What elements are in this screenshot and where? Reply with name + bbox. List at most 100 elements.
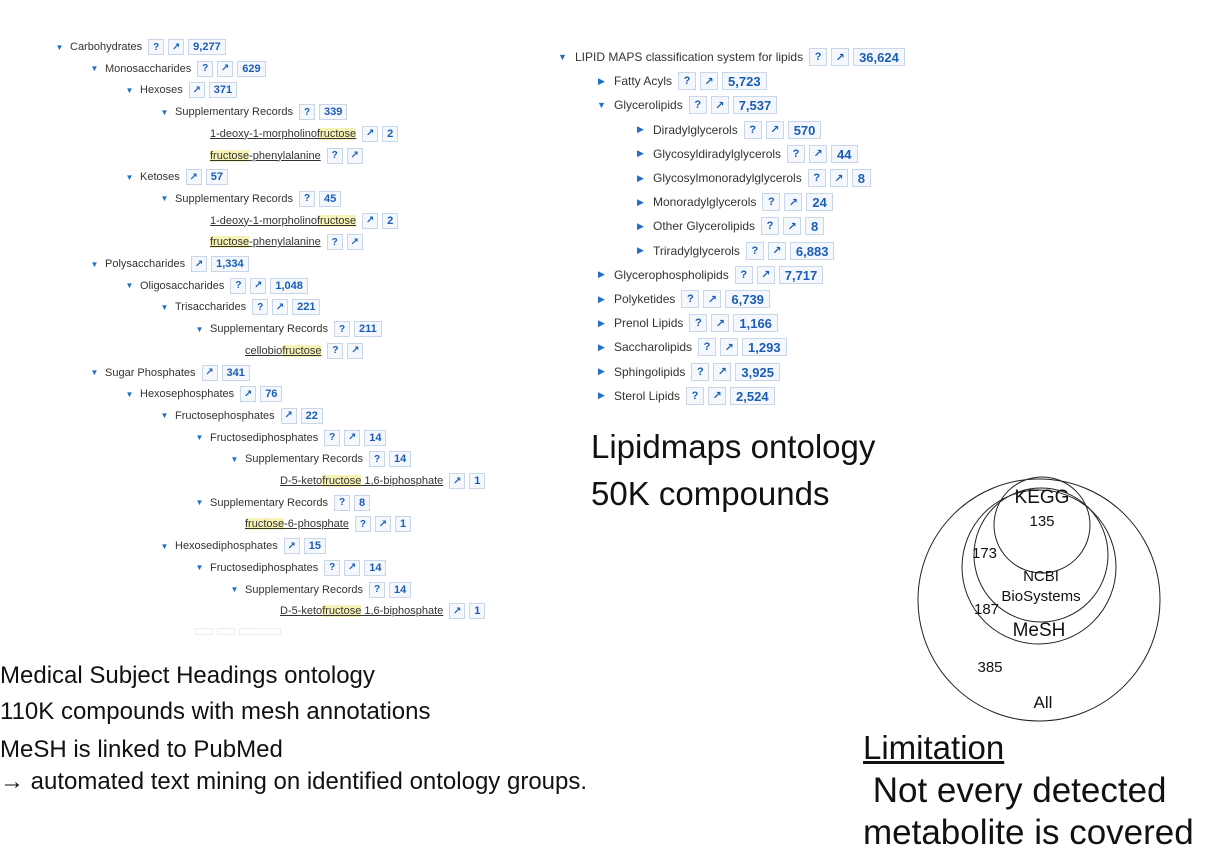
tree-node[interactable]: ▼ Hexoses ↗ 371 — [125, 80, 238, 100]
external-link-icon[interactable]: ↗ — [829, 169, 848, 187]
external-link-icon[interactable]: ↗ — [344, 559, 361, 576]
compound-count-badge[interactable]: 14 — [389, 581, 412, 598]
compound-count-badge[interactable]: 7,717 — [778, 265, 824, 284]
tree-node[interactable]: ▶ Sphingolipids? ↗ 3,925 — [597, 361, 780, 383]
help-icon[interactable]: ? — [787, 144, 806, 163]
compound-count-badge[interactable]: 2 — [382, 212, 399, 229]
tree-node[interactable]: ▼ Trisaccharides? ↗ 221 — [160, 297, 321, 317]
external-link-icon[interactable]: ↗ — [347, 342, 364, 359]
tree-node[interactable]: ▶ Saccharolipids? ↗ 1,293 — [597, 336, 787, 358]
chevron-down-icon[interactable]: ▼ — [55, 42, 64, 52]
compound-count-badge[interactable]: 211 — [354, 321, 382, 338]
tree-node[interactable]: ▼ LIPID MAPS classification system for li… — [558, 46, 905, 68]
compound-link[interactable]: 1-deoxy-1-morpholinofructose — [210, 127, 357, 140]
external-link-icon[interactable]: ↗ — [710, 96, 729, 115]
help-icon[interactable]: ? — [745, 241, 764, 260]
tree-node[interactable]: ▼ Supplementary Records? 45 — [160, 189, 342, 209]
external-link-icon[interactable]: ↗ — [346, 234, 363, 251]
chevron-right-icon[interactable]: ▶ — [637, 124, 644, 135]
chevron-down-icon[interactable]: ▼ — [230, 585, 239, 594]
external-link-icon[interactable]: ↗ — [711, 314, 730, 333]
chevron-down-icon[interactable]: ▼ — [160, 541, 169, 551]
help-icon[interactable]: ? — [324, 429, 341, 446]
chevron-down-icon[interactable]: ▼ — [195, 563, 204, 573]
help-icon[interactable]: ? — [369, 581, 386, 598]
external-link-icon[interactable]: ↗ — [765, 120, 784, 139]
chevron-right-icon[interactable]: ▶ — [637, 172, 644, 183]
external-link-icon[interactable]: ↗ — [374, 516, 391, 533]
tree-node[interactable]: ▼ Supplementary Records? 8 — [195, 493, 371, 513]
compound-count-badge[interactable]: 8 — [851, 169, 871, 187]
compound-count-badge[interactable]: 341 — [221, 364, 250, 381]
help-icon[interactable]: ? — [734, 265, 753, 284]
external-link-icon[interactable]: ↗ — [720, 338, 739, 357]
compound-link[interactable]: fructose-phenylalanine — [210, 236, 321, 249]
compound-count-badge[interactable]: 1 — [469, 473, 486, 489]
compound-link[interactable]: D-5-ketofructose 1,6-biphosphate — [280, 605, 443, 618]
compound-count-badge[interactable]: 14 — [389, 451, 412, 468]
compound-link[interactable]: D-5-ketofructose 1,6-biphosphate — [280, 475, 443, 487]
tree-node[interactable]: ▼ Glycerolipids? ↗ 7,537 — [597, 94, 778, 116]
compound-count-badge[interactable]: 629 — [237, 60, 266, 77]
external-link-icon[interactable]: ↗ — [283, 538, 300, 555]
help-icon[interactable]: ? — [324, 559, 341, 576]
help-icon[interactable]: ? — [688, 96, 707, 115]
help-icon[interactable]: ? — [326, 147, 343, 164]
compound-count-badge[interactable]: 371 — [208, 82, 238, 99]
tree-node[interactable]: ▶ Fatty Acyls? ↗ 5,723 — [597, 70, 767, 92]
external-link-icon[interactable]: ↗ — [767, 241, 786, 260]
external-link-icon[interactable]: ↗ — [201, 364, 218, 381]
chevron-right-icon[interactable]: ▶ — [598, 341, 605, 352]
compound-count-badge[interactable]: 339 — [319, 104, 348, 121]
tree-node[interactable]: 1-deoxy-1-morpholinofructose ↗ 2 — [195, 211, 399, 231]
chevron-right-icon[interactable]: ▶ — [637, 245, 644, 256]
chevron-down-icon[interactable]: ▼ — [90, 64, 99, 74]
compound-count-badge[interactable]: 9,277 — [188, 39, 226, 55]
help-icon[interactable]: ? — [743, 120, 762, 139]
compound-count-badge[interactable]: 1,293 — [742, 338, 787, 357]
help-icon[interactable]: ? — [686, 386, 705, 405]
help-icon[interactable]: ? — [698, 338, 717, 357]
compound-count-badge[interactable]: 8 — [805, 217, 825, 236]
compound-link[interactable]: fructose-6-phosphate — [245, 518, 349, 531]
tree-node[interactable]: fructose-phenylalanine? ↗ — [195, 232, 367, 252]
chevron-down-icon[interactable]: ▼ — [160, 411, 169, 421]
compound-count-badge[interactable]: 1,048 — [270, 277, 308, 294]
compound-count-badge[interactable]: 2 — [382, 125, 399, 142]
tree-node[interactable]: ▶ Sterol Lipids? ↗ 2,524 — [597, 385, 775, 407]
tree-node[interactable]: ▼ Fructosediphosphates? ↗ 14 — [195, 558, 387, 578]
tree-node[interactable]: ▼ Monosaccharides? ↗ 629 — [90, 59, 266, 79]
tree-node[interactable]: ▼ Hexosephosphates ↗ 76 — [125, 384, 283, 404]
chevron-right-icon[interactable]: ▶ — [637, 196, 644, 207]
compound-count-badge[interactable]: 1 — [469, 603, 486, 620]
help-icon[interactable]: ? — [809, 48, 828, 66]
external-link-icon[interactable]: ↗ — [756, 265, 775, 284]
help-icon[interactable]: ? — [334, 321, 351, 338]
help-icon[interactable]: ? — [299, 104, 316, 121]
compound-count-badge[interactable]: 6,883 — [789, 241, 835, 260]
external-link-icon[interactable]: ↗ — [784, 193, 803, 212]
compound-link[interactable]: 1-deoxy-1-morpholinofructose — [210, 214, 357, 227]
external-link-icon[interactable]: ↗ — [188, 82, 205, 99]
chevron-right-icon[interactable]: ▶ — [598, 366, 605, 377]
external-link-icon[interactable]: ↗ — [708, 386, 727, 405]
tree-node[interactable]: fructose-6-phosphate? ↗ 1 — [230, 514, 412, 534]
tree-node[interactable]: ▶ Prenol Lipids? ↗ 1,166 — [597, 312, 778, 334]
compound-count-badge[interactable]: 36,624 — [853, 48, 905, 66]
external-link-icon[interactable]: ↗ — [240, 386, 257, 403]
tree-node[interactable]: ▶ Glycerophospholipids? ↗ 7,717 — [597, 264, 824, 286]
external-link-icon[interactable]: ↗ — [831, 48, 850, 66]
compound-count-badge[interactable]: 6,739 — [725, 290, 770, 308]
tree-node[interactable]: ▼ Supplementary Records? 14 — [230, 449, 412, 469]
help-icon[interactable]: ? — [762, 193, 781, 212]
chevron-down-icon[interactable]: ▼ — [90, 259, 99, 269]
tree-node[interactable]: ▼ Fructosediphosphates? ↗ 14 — [195, 428, 387, 448]
chevron-down-icon[interactable]: ▼ — [125, 172, 134, 182]
tree-node[interactable]: ▼ Fructosephosphates ↗ 22 — [160, 406, 323, 426]
compound-count-badge[interactable]: 76 — [260, 386, 283, 403]
compound-link[interactable]: fructose-phenylalanine — [210, 149, 321, 162]
chevron-right-icon[interactable]: ▶ — [637, 220, 644, 231]
chevron-down-icon[interactable]: ▼ — [160, 107, 169, 117]
help-icon[interactable]: ? — [354, 516, 371, 533]
help-icon[interactable]: ? — [197, 60, 214, 77]
